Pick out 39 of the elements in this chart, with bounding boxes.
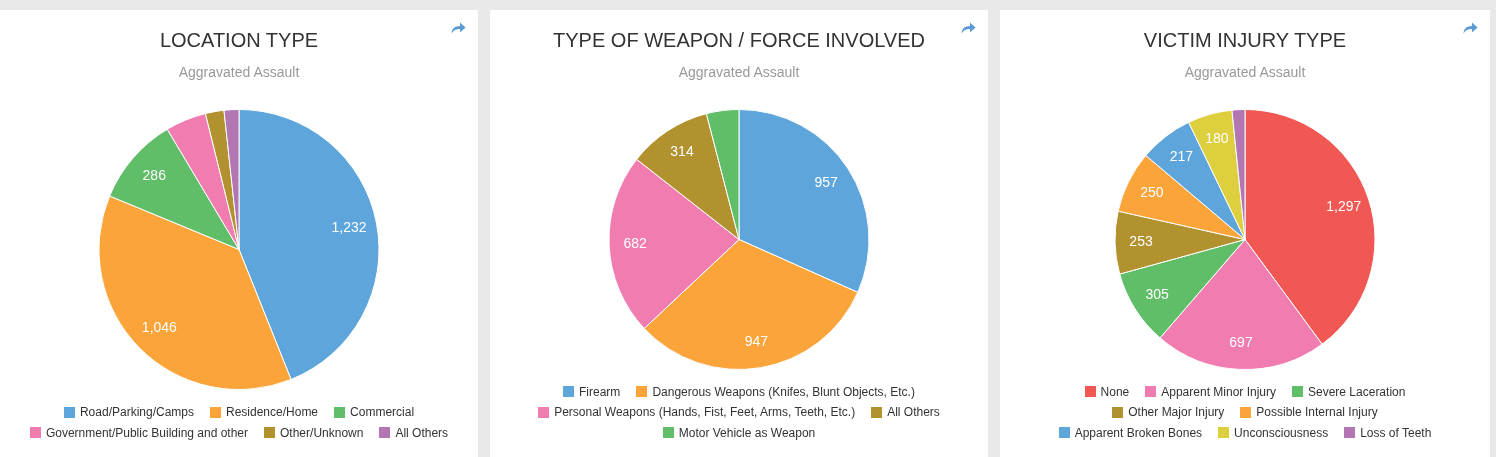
data-label: 957 [814, 173, 839, 190]
legend-label: All Others [395, 424, 449, 442]
data-label: 697 [1229, 334, 1253, 351]
data-label: 1,232 [331, 219, 367, 236]
data-label: 253 [1129, 232, 1153, 249]
legend-label: None [1100, 383, 1130, 401]
legend-label: Commercial [350, 404, 415, 421]
legend-label: All Others [887, 404, 940, 421]
chart-title: LOCATION TYPE [158, 28, 320, 52]
legend-label: Personal Weapons (Hands, Fist, Feet, Arms, Teeth, Etc.) [554, 404, 856, 421]
data-label: 180 [1205, 130, 1229, 147]
legend-label: Dangerous Weapons (Knifes, Blunt Objects, Etc.) [652, 383, 915, 401]
legend-label: Loss of Teeth [1360, 424, 1432, 442]
data-label: 286 [142, 167, 167, 184]
data-label: 1,297 [1326, 197, 1362, 214]
legend-label: Firearm [579, 383, 621, 401]
chart-subtitle: Aggravated Assault [677, 63, 801, 81]
chart-title: TYPE OF WEAPON / FORCE INVOLVED [552, 28, 926, 52]
legend-label: Government/Public Building and other [45, 424, 249, 442]
legend-label: Possible Internal Injury [1256, 404, 1378, 421]
legend-label: Severe Laceration [1308, 383, 1406, 401]
data-label: 314 [670, 143, 694, 160]
legend-label: Motor Vehicle as Weapon [678, 424, 816, 442]
legend-label: Other/Unknown [280, 424, 364, 442]
legend-label: Apparent Minor Injury [1161, 383, 1276, 401]
legend-label: Residence/Home [226, 404, 319, 421]
data-label: 250 [1140, 184, 1164, 201]
legend-label: Unconsciousness [1234, 424, 1329, 442]
legend-label: Apparent Broken Bones [1074, 424, 1203, 442]
legend-label: Road/Parking/Camps [79, 404, 194, 421]
chart-title: VICTIM INJURY TYPE [1142, 28, 1348, 52]
data-label: 217 [1169, 148, 1194, 165]
data-label: 305 [1145, 285, 1169, 302]
data-label: 1,046 [141, 319, 178, 336]
data-label: 682 [623, 235, 647, 252]
data-label: 947 [744, 332, 769, 349]
legend-label: Other Major Injury [1128, 404, 1225, 421]
chart-subtitle: Aggravated Assault [1183, 63, 1307, 81]
chart-subtitle: Aggravated Assault [177, 63, 301, 81]
